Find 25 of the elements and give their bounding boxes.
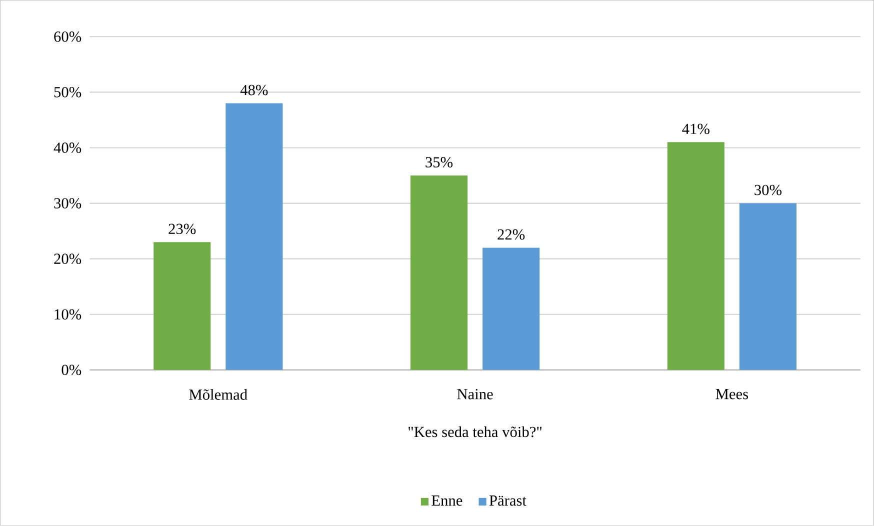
legend-label: Enne <box>432 496 462 506</box>
y-tick-label: 60% <box>54 32 82 42</box>
x-tick-label: Naine <box>457 389 493 400</box>
bar <box>226 103 283 370</box>
y-tick-label: 30% <box>54 198 82 209</box>
x-axis-title: "Kes seda teha võib?" <box>408 426 542 438</box>
y-tick-label: 40% <box>54 142 82 154</box>
x-tick-label: Mees <box>716 389 748 400</box>
y-tick-label: 50% <box>54 87 82 98</box>
legend-label: Pärast <box>489 496 526 506</box>
bar <box>739 203 796 370</box>
bar <box>410 176 468 370</box>
data-label: 41% <box>682 124 710 134</box>
bar <box>154 242 211 370</box>
y-tick-label: 10% <box>54 309 82 320</box>
bar <box>482 248 540 370</box>
y-tick-label: 20% <box>54 254 82 264</box>
x-tick-label: Mõlemad <box>189 389 248 400</box>
data-label: 22% <box>498 229 525 240</box>
data-label: 48% <box>240 85 268 96</box>
bar <box>667 142 724 370</box>
data-label: 23% <box>168 224 196 234</box>
data-label: 35% <box>426 157 453 168</box>
y-tick-label: 0% <box>62 364 82 376</box>
data-label: 30% <box>754 184 782 196</box>
